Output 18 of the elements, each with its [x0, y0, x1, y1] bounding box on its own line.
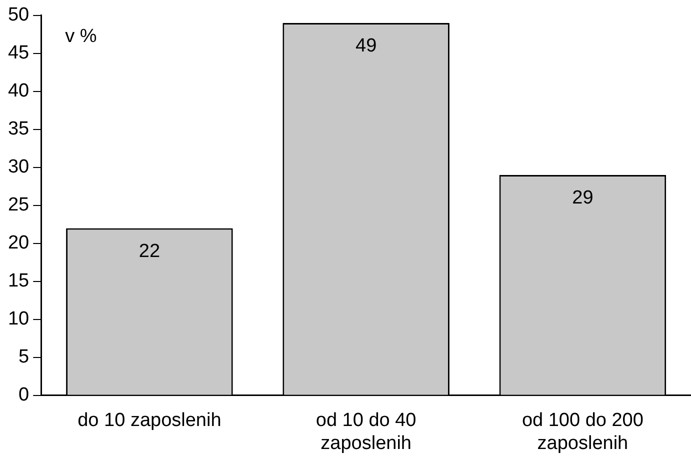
- data-label: 29: [572, 188, 594, 209]
- y-tick-label: 45: [8, 42, 30, 64]
- y-tick-label: 30: [8, 156, 30, 178]
- y-tick-label: 35: [8, 118, 30, 140]
- data-label: 49: [355, 36, 377, 57]
- y-tick-label: 0: [18, 384, 30, 406]
- x-tick-label: do 10 zaposlenih: [78, 410, 222, 432]
- y-tick-label: 20: [8, 232, 30, 254]
- x-tick-label: od 10 do 40 zaposlenih: [316, 410, 416, 454]
- y-tick-label: 25: [8, 194, 30, 216]
- y-tick-label: 40: [8, 80, 30, 102]
- y-tick-label: 10: [8, 308, 30, 330]
- data-label: 22: [138, 240, 160, 262]
- y-axis-title: v %: [65, 26, 97, 48]
- y-tick-label: 15: [8, 270, 30, 292]
- x-tick-label: od 100 do 200 zaposlenih: [522, 410, 644, 454]
- y-tick-label: 50: [8, 4, 30, 26]
- y-tick-label: 5: [18, 346, 30, 368]
